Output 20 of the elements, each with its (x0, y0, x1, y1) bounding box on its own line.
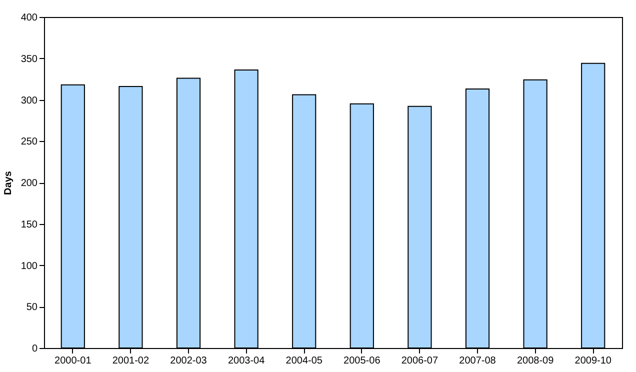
y-tick-label: 0 (32, 344, 38, 354)
y-tick-label: 100 (20, 260, 38, 272)
y-tick-label: 400 (20, 12, 38, 24)
y-tick-label: 200 (20, 178, 38, 189)
y-tick-label: 50 (26, 302, 38, 314)
x-tick-label: 2001-02 (112, 356, 150, 366)
y-tick-label: 250 (20, 136, 38, 148)
y-tick-label: 350 (20, 54, 38, 65)
x-tick-label: 2003-04 (228, 356, 266, 366)
x-tick-label: 2008-09 (516, 356, 554, 366)
y-tick-label: 300 (20, 95, 38, 106)
x-tick-label: 2006-07 (401, 356, 438, 366)
x-tick-label: 2005-06 (344, 356, 381, 366)
x-tick-label: 2007-08 (459, 356, 496, 366)
x-tick-label: 2002-03 (170, 356, 208, 366)
y-tick-label: 150 (20, 219, 38, 230)
x-tick-label: 2000-01 (54, 356, 92, 366)
x-tick-label: 2004-05 (286, 356, 323, 366)
x-tick-label: 2009-10 (574, 356, 612, 366)
y-axis-title: Days (2, 170, 14, 195)
